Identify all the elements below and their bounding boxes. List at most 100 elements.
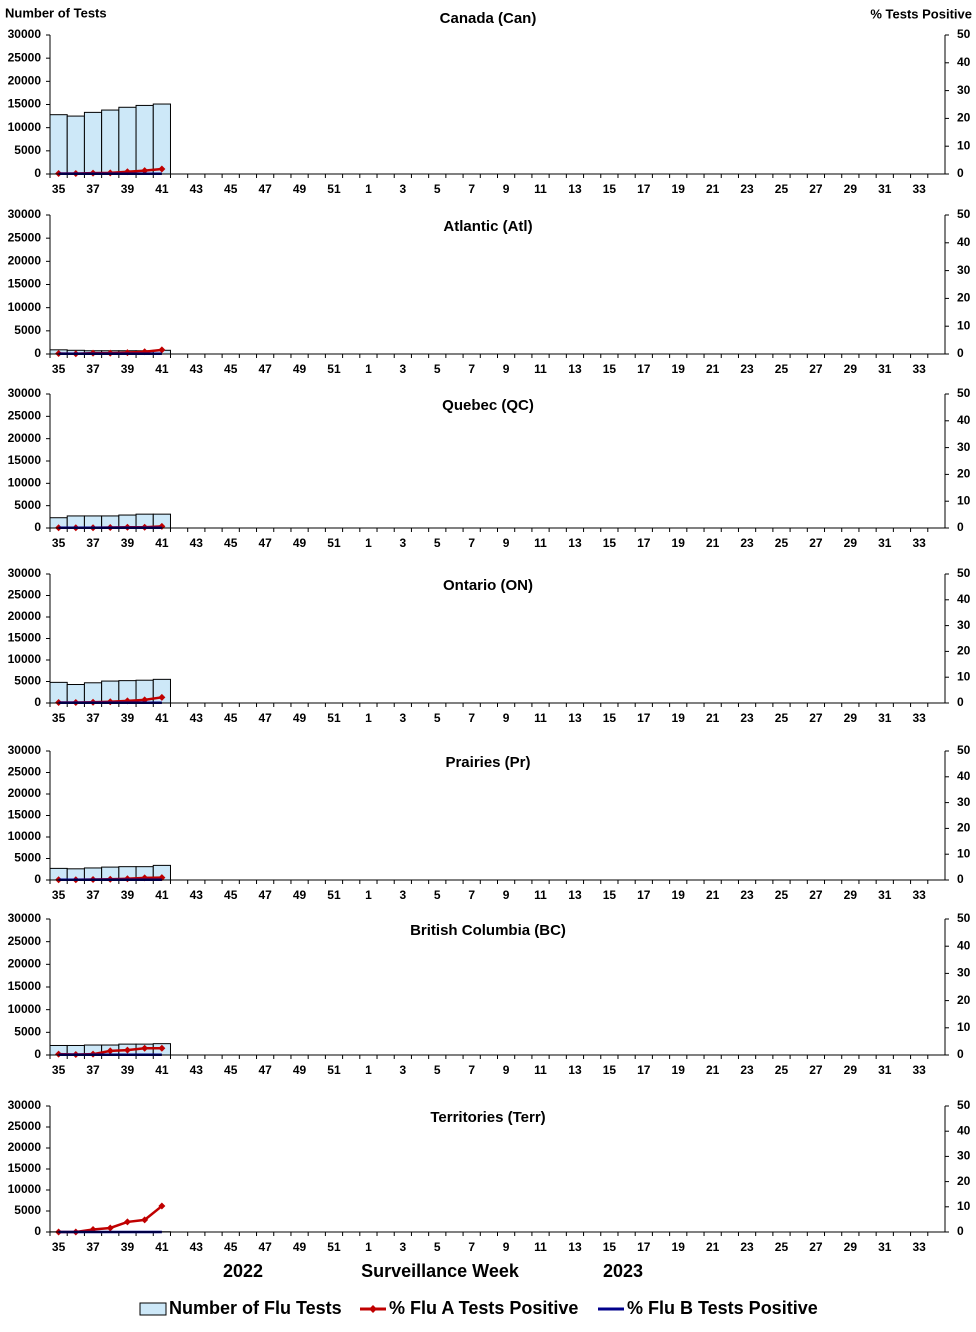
x-tick-label: 1 [365, 182, 372, 196]
x-tick-label: 7 [468, 1240, 475, 1254]
x-tick-label: 33 [913, 1240, 927, 1254]
y2-tick-label: 50 [957, 743, 971, 757]
y-tick-label: 15000 [8, 979, 42, 993]
y2-tick-label: 30 [957, 440, 971, 454]
x-tick-label: 27 [809, 1063, 823, 1077]
x-tick-label: 17 [637, 1240, 651, 1254]
x-tick-label: 27 [809, 182, 823, 196]
x-tick-label: 25 [775, 888, 789, 902]
marker [158, 346, 166, 354]
x-tick-label: 21 [706, 182, 720, 196]
x-tick-label: 13 [568, 362, 582, 376]
x-tick-label: 35 [52, 362, 66, 376]
x-tick-label: 5 [434, 1240, 441, 1254]
x-tick-label: 33 [913, 1063, 927, 1077]
bar [49, 114, 68, 175]
x-tick-label: 9 [503, 362, 510, 376]
x-tick-label: 21 [706, 536, 720, 550]
marker [141, 1216, 149, 1224]
legend-swatch [139, 1302, 167, 1316]
y2-tick-label: 20 [957, 111, 971, 125]
x-tick-label: 21 [706, 888, 720, 902]
x-tick-label: 35 [52, 536, 66, 550]
marker [158, 165, 166, 173]
y-tick-label: 20000 [8, 254, 42, 268]
x-tick-label: 11 [534, 711, 547, 725]
x-tick-label: 51 [327, 182, 341, 196]
x-tick-label: 31 [878, 362, 892, 376]
marker [158, 1202, 166, 1210]
x-tick-label: 9 [503, 711, 510, 725]
x-tick-label: 49 [293, 1240, 307, 1254]
x-tick-label: 7 [468, 711, 475, 725]
x-tick-label: 19 [672, 536, 686, 550]
y-tick-label: 0 [34, 1047, 41, 1061]
x-tick-label: 35 [52, 1063, 66, 1077]
y-tick-label: 0 [34, 520, 41, 534]
y-tick-label: 25000 [8, 934, 42, 948]
x-tick-label: 43 [190, 888, 204, 902]
y-tick-label: 5000 [14, 1203, 41, 1217]
x-tick-label: 43 [190, 182, 204, 196]
x-tick-label: 5 [434, 362, 441, 376]
x-tick-label: 17 [637, 362, 651, 376]
x-tick-label: 41 [155, 1063, 169, 1077]
y-axis-label: Number of Tests [5, 5, 107, 20]
y2-tick-label: 10 [957, 318, 971, 332]
y2-tick-label: 0 [957, 1224, 964, 1238]
y-tick-label: 0 [34, 695, 41, 709]
y2-tick-label: 0 [957, 872, 964, 886]
y-tick-label: 30000 [8, 911, 42, 925]
y-tick-label: 30000 [8, 207, 42, 221]
x-tick-label: 15 [603, 711, 617, 725]
x-tick-label: 29 [844, 711, 858, 725]
x-tick-label: 21 [706, 1063, 720, 1077]
x-tick-label: 25 [775, 182, 789, 196]
y-tick-label: 20000 [8, 786, 42, 800]
x-tick-label: 39 [121, 1240, 135, 1254]
y2-tick-label: 30 [957, 966, 971, 980]
x-tick-label: 49 [293, 888, 307, 902]
x-tick-label: 5 [434, 536, 441, 550]
panel-title: Prairies (Pr) [445, 754, 530, 771]
x-tick-label: 49 [293, 536, 307, 550]
y-tick-label: 30000 [8, 27, 42, 41]
y-tick-label: 25000 [8, 1119, 42, 1133]
y2-tick-label: 10 [957, 138, 971, 152]
y-tick-label: 25000 [8, 409, 42, 423]
y-tick-label: 5000 [14, 323, 41, 337]
x-tick-label: 45 [224, 711, 238, 725]
x-tick-label: 43 [190, 1240, 204, 1254]
y2-tick-label: 0 [957, 1047, 964, 1061]
x-tick-label: 41 [155, 182, 169, 196]
bar [66, 115, 85, 175]
x-tick-label: 11 [534, 1240, 547, 1254]
y2-tick-label: 20 [957, 291, 971, 305]
y-tick-label: 10000 [8, 1182, 42, 1196]
x-tick-label: 35 [52, 182, 66, 196]
x-tick-label: 29 [844, 536, 858, 550]
x-tick-label: 7 [468, 536, 475, 550]
y2-tick-label: 40 [957, 938, 971, 952]
x-tick-label: 5 [434, 182, 441, 196]
y-tick-label: 15000 [8, 1161, 42, 1175]
panel-title: Quebec (QC) [442, 397, 534, 414]
x-tick-label: 11 [534, 1063, 547, 1077]
legend-label: % Flu A Tests Positive [389, 1298, 578, 1318]
x-tick-label: 29 [844, 182, 858, 196]
x-tick-label: 21 [706, 362, 720, 376]
x-tick-label: 15 [603, 888, 617, 902]
x-tick-label: 5 [434, 888, 441, 902]
y-tick-label: 20000 [8, 1140, 42, 1154]
x-tick-label: 29 [844, 362, 858, 376]
y-tick-label: 25000 [8, 230, 42, 244]
y2-axis-label: % Tests Positive [870, 6, 972, 21]
x-tick-label: 49 [293, 711, 307, 725]
x-tick-label: 19 [672, 362, 686, 376]
x-tick-label: 35 [52, 1240, 66, 1254]
y2-tick-label: 10 [957, 846, 971, 860]
y-tick-label: 10000 [8, 300, 42, 314]
x-tick-label: 3 [399, 362, 406, 376]
x-tick-label: 3 [399, 1063, 406, 1077]
y2-tick-label: 20 [957, 821, 971, 835]
